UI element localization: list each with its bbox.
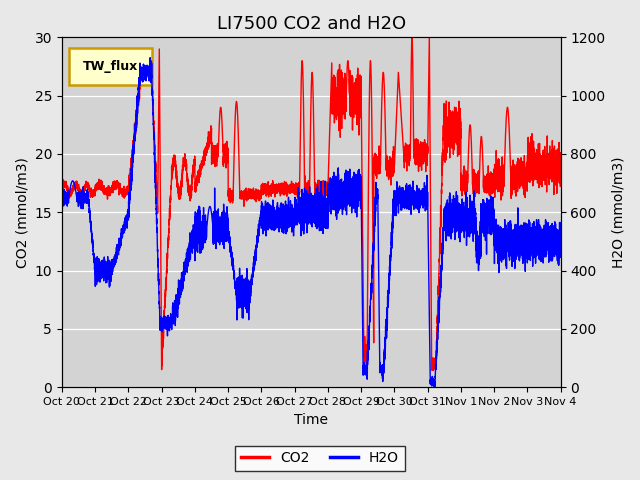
Line: H2O: H2O [62,58,561,387]
CO2 [294,184,301,190]
H2O [430,384,438,390]
Legend: CO2, H2O: CO2, H2O [236,445,404,471]
CO2 [557,177,564,182]
H2O [422,194,430,200]
H2O [228,248,236,253]
H2O [530,224,538,229]
H2O [557,234,564,240]
H2O [147,55,154,60]
Title: LI7500 CO2 and H2O: LI7500 CO2 and H2O [217,15,406,33]
CO2 [429,368,437,373]
Text: TW_flux: TW_flux [83,60,138,73]
H2O [294,203,302,208]
CO2 [408,35,416,40]
H2O [436,281,444,287]
CO2 [227,198,235,204]
FancyBboxPatch shape [69,48,152,84]
CO2 [536,165,543,170]
H2O [536,232,543,238]
Y-axis label: CO2 (mmol/m3): CO2 (mmol/m3) [15,157,29,268]
CO2 [58,186,66,192]
H2O [58,190,66,195]
Y-axis label: H2O (mmol/m3): H2O (mmol/m3) [611,156,625,268]
Line: CO2: CO2 [62,37,561,371]
X-axis label: Time: Time [294,413,328,427]
CO2 [436,203,444,208]
CO2 [530,164,538,170]
CO2 [422,149,430,155]
